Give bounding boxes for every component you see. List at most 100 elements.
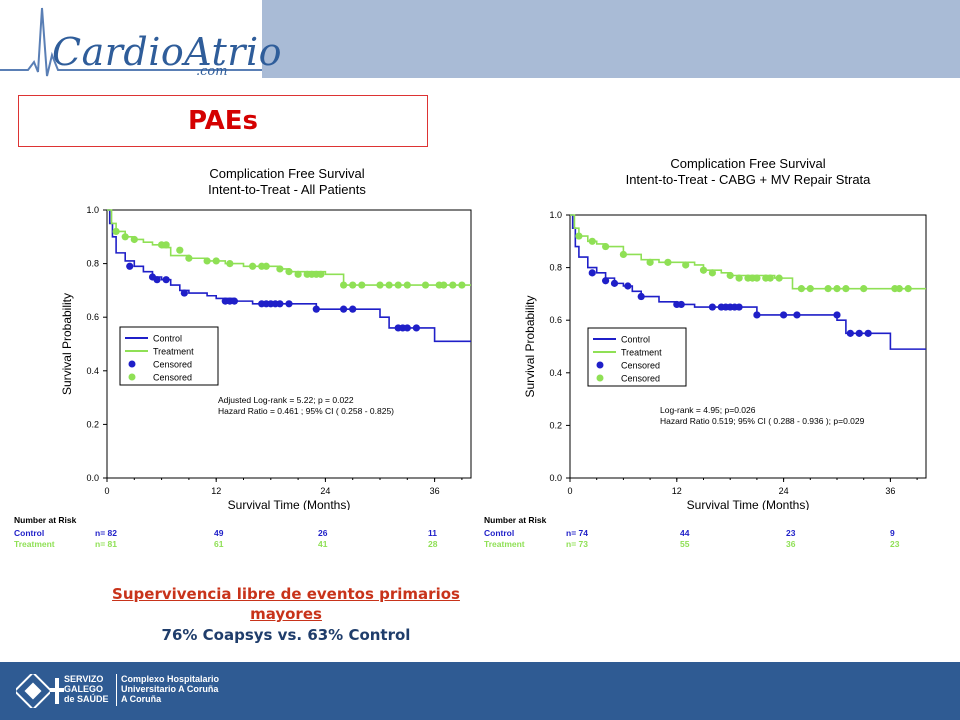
chart-left: Complication Free SurvivalIntent-to-Trea… (60, 166, 472, 510)
footer-divider (116, 674, 117, 706)
legend-label: Treatment (153, 347, 194, 357)
control-censored-point (412, 324, 420, 332)
y-axis-label: Survival Probability (60, 293, 74, 395)
cross-icon (50, 678, 64, 704)
treatment-censored-point (294, 270, 302, 278)
stat-annotation-1: Adjusted Log-rank = 5.22; p = 0.022 (218, 395, 354, 405)
x-tick-label: 36 (885, 486, 895, 496)
treatment-censored-point (766, 274, 774, 282)
treatment-censored-point (212, 257, 220, 265)
treatment-line (570, 214, 926, 290)
org2-line1: Complexo Hospitalario (121, 674, 220, 684)
x-tick-label: 0 (567, 486, 572, 496)
treatment-censored-point (421, 281, 430, 289)
y-tick-label: 0.2 (549, 420, 562, 430)
risk-value: 28 (428, 539, 438, 549)
footer-bar: SERVIZO GALEGO de SAÚDE Complexo Hospita… (0, 662, 960, 720)
y-tick-label: 0.6 (86, 312, 99, 322)
treatment-censored-point (276, 265, 284, 273)
control-censored-point (349, 305, 357, 313)
sergas-logo-icon (16, 674, 50, 708)
x-tick-label: 24 (320, 486, 330, 496)
control-censored-point (610, 279, 619, 287)
control-censored-point (735, 303, 743, 311)
treatment-censored-point (708, 269, 717, 277)
control-censored-point (677, 300, 685, 309)
y-tick-label: 1.0 (549, 210, 562, 220)
treatment-censored-point (440, 281, 448, 289)
treatment-censored-point (340, 281, 348, 289)
treatment-censored-point (285, 268, 293, 276)
control-censored-point (285, 300, 293, 308)
control-censored-point (126, 262, 134, 270)
caption-line1a: Supervivencia libre de eventos primarios (112, 585, 460, 603)
legend-dot (596, 374, 604, 382)
org1-line2: GALEGO (64, 684, 104, 694)
chart-title: Complication Free Survival (209, 166, 364, 181)
x-tick-label: 12 (672, 486, 682, 496)
treatment-censored-point (682, 261, 690, 269)
slide-title-box: PAEs (18, 95, 428, 147)
risk-row-label: Treatment (14, 539, 55, 549)
chart-right: Complication Free SurvivalIntent-to-Trea… (523, 156, 927, 510)
treatment-censored-point (904, 285, 912, 293)
risk-header: Number at Risk (14, 515, 77, 525)
control-censored-point (793, 311, 801, 319)
y-tick-label: 1.0 (86, 205, 99, 215)
logo-text: CardioAtrio (52, 30, 282, 74)
treatment-censored-point (203, 257, 211, 265)
y-tick-label: 0.0 (549, 473, 562, 483)
risk-value: 23 (890, 539, 900, 549)
treatment-censored-point (699, 266, 708, 274)
treatment-censored-point (588, 237, 596, 245)
y-tick-label: 0.4 (549, 368, 562, 378)
slide-title: PAEs (187, 106, 259, 136)
stat-annotation-1: Log-rank = 4.95; p=0.026 (660, 405, 756, 415)
control-censored-point (864, 329, 872, 337)
treatment-censored-point (176, 246, 184, 254)
risk-table-left: Number at Risk Control n= 82 49 26 11 Treatmen… (14, 515, 438, 549)
y-tick-label: 0.4 (86, 366, 99, 376)
legend-label: Censored (153, 373, 192, 383)
legend-label: Control (621, 335, 650, 345)
treatment-censored-point (726, 271, 734, 280)
control-censored-point (230, 297, 238, 305)
org1: SERVIZO GALEGO de SAÚDE (64, 674, 109, 704)
plot-frame (569, 214, 927, 479)
control-censored-point (708, 303, 717, 311)
control-censored-point (780, 311, 788, 319)
risk-row-label: Treatment (484, 539, 525, 549)
chart-subtitle: Intent-to-Treat - All Patients (208, 182, 366, 197)
treatment-censored-point (162, 241, 170, 249)
chart-subtitle: Intent-to-Treat - CABG + MV Repair Strat… (626, 172, 872, 187)
risk-value: n= 81 (95, 539, 117, 549)
treatment-censored-point (317, 270, 325, 278)
x-tick-label: 12 (211, 486, 221, 496)
control-censored-point (180, 289, 188, 297)
y-tick-label: 0.8 (549, 263, 562, 273)
legend-dot (128, 360, 136, 368)
control-censored-point (276, 300, 284, 308)
treatment-censored-point (358, 281, 366, 289)
treatment-censored-point (753, 274, 761, 282)
treatment-censored-point (806, 285, 814, 293)
y-tick-label: 0.2 (86, 419, 99, 429)
treatment-censored-point (262, 262, 270, 270)
risk-row-label: Control (484, 528, 514, 538)
y-axis-label: Survival Probability (523, 295, 537, 397)
treatment-censored-point (664, 258, 672, 266)
treatment-censored-point (646, 258, 654, 266)
treatment-censored-point (385, 281, 393, 289)
treatment-censored-point (249, 262, 257, 270)
charts-area: Complication Free SurvivalIntent-to-Trea… (60, 156, 927, 510)
x-axis-label: Survival Time (Months) (228, 498, 351, 510)
control-censored-point (340, 305, 348, 313)
treatment-censored-point (349, 281, 357, 289)
treatment-censored-point (842, 285, 850, 293)
treatment-censored-point (824, 285, 832, 293)
treatment-censored-point (602, 242, 610, 251)
risk-header: Number at Risk (484, 515, 547, 525)
org1-line3: de SAÚDE (64, 694, 109, 704)
logo: CardioAtrio .com (0, 0, 282, 79)
